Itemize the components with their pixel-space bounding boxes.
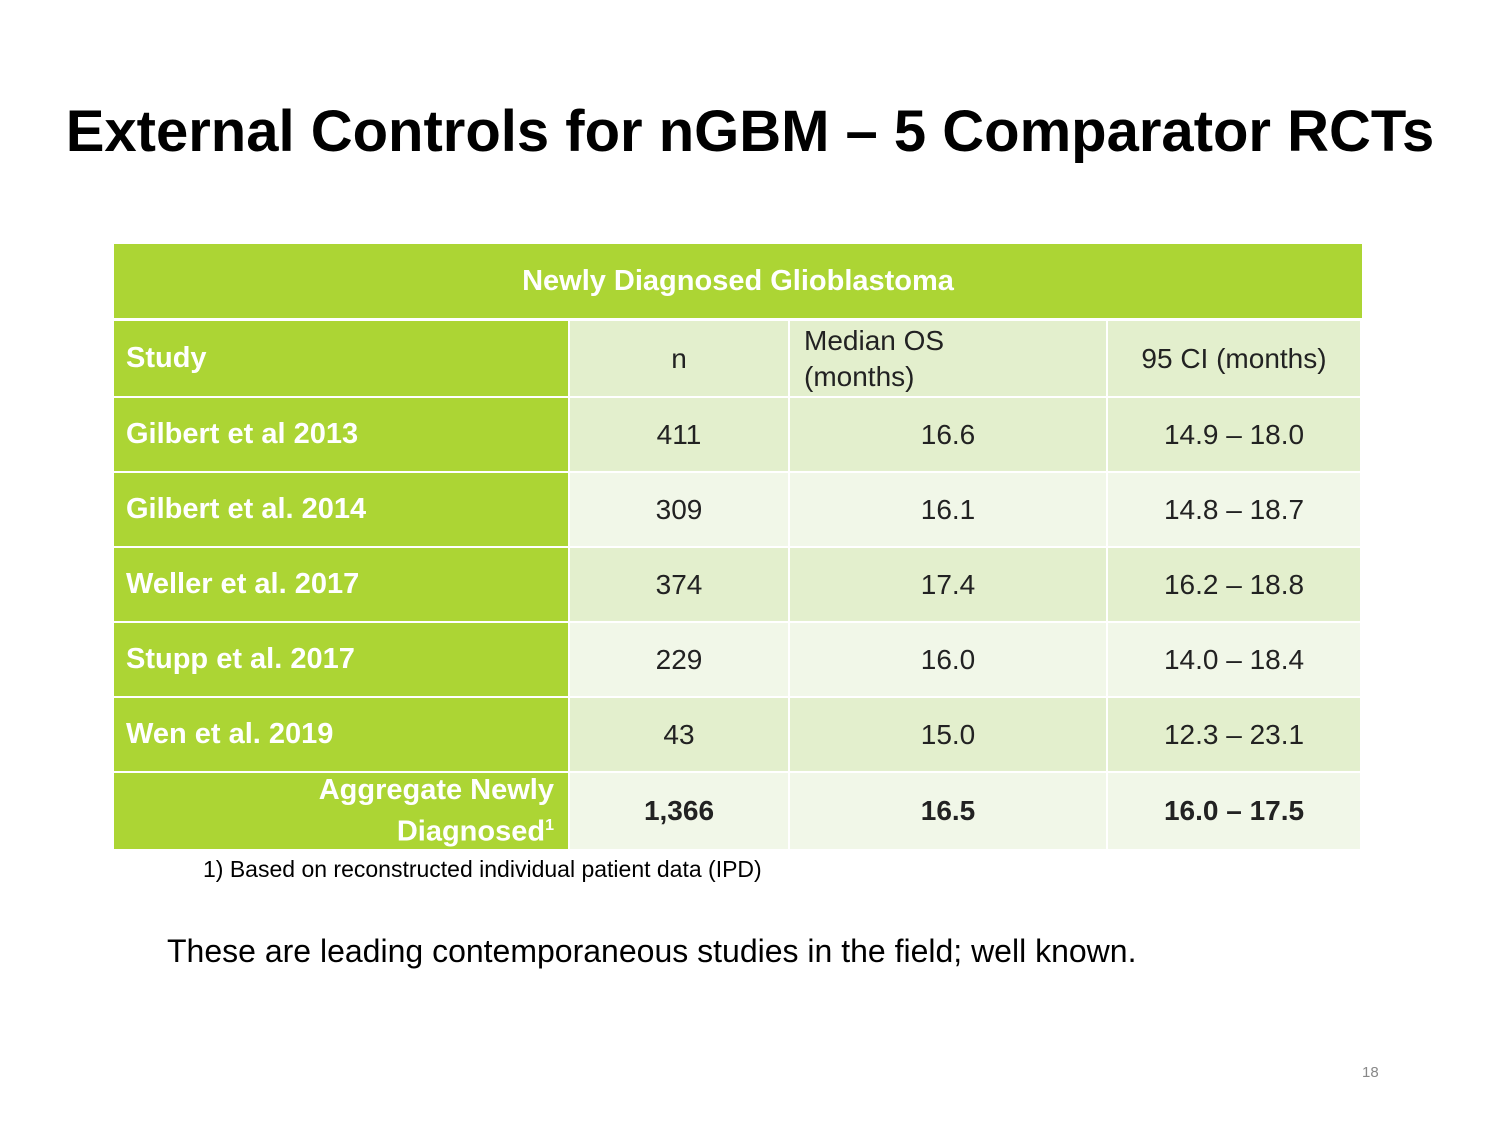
row-n: 309: [570, 473, 788, 546]
table-row: Wen et al. 2019 43 15.0 12.3 – 23.1: [114, 698, 1362, 771]
row-study: Stupp et al. 2017: [114, 623, 568, 696]
footnote: 1) Based on reconstructed individual pat…: [203, 856, 762, 882]
row-study: Weller et al. 2017: [114, 548, 568, 621]
aggregate-ci: 16.0 – 17.5: [1108, 773, 1360, 849]
row-median-os: 16.6: [790, 398, 1106, 471]
aggregate-label-line1: Aggregate Newly: [318, 774, 554, 807]
row-ci: 16.2 – 18.8: [1108, 548, 1360, 621]
row-n: 229: [570, 623, 788, 696]
aggregate-n: 1,366: [570, 773, 788, 849]
row-ci: 12.3 – 23.1: [1108, 698, 1360, 771]
row-median-os: 17.4: [790, 548, 1106, 621]
row-median-os: 15.0: [790, 698, 1106, 771]
row-study: Gilbert et al. 2014: [114, 473, 568, 546]
table-row: Gilbert et al 2013 411 16.6 14.9 – 18.0: [114, 398, 1362, 471]
table-row: Gilbert et al. 2014 309 16.1 14.8 – 18.7: [114, 473, 1362, 546]
row-n: 374: [570, 548, 788, 621]
header-ci: 95 CI (months): [1108, 321, 1360, 396]
aggregate-label-line2: Diagnosed: [396, 815, 546, 848]
slide-title: External Controls for nGBM – 5 Comparato…: [65, 99, 1435, 164]
aggregate-row: Aggregate Newly Diagnosed1 1,366 16.5 16.…: [114, 773, 1362, 849]
aggregate-median-os: 16.5: [790, 773, 1106, 849]
row-ci: 14.9 – 18.0: [1108, 398, 1360, 471]
header-median-os-line2: (months): [804, 360, 915, 392]
table-row: Stupp et al. 2017 229 16.0 14.0 – 18.4: [114, 623, 1362, 696]
footnote-marker: 1: [545, 817, 554, 835]
row-study: Gilbert et al 2013: [114, 398, 568, 471]
glioblastoma-table: Newly Diagnosed Glioblastoma Study n Med…: [114, 244, 1362, 849]
header-n: n: [570, 321, 788, 396]
row-study: Wen et al. 2019: [114, 698, 568, 771]
header-median-os: Median OS (months): [790, 321, 1106, 396]
row-ci: 14.8 – 18.7: [1108, 473, 1360, 546]
slide-body-text: These are leading contemporaneous studie…: [167, 933, 1137, 969]
header-median-os-line1: Median OS: [804, 324, 945, 356]
row-n: 43: [570, 698, 788, 771]
table-caption: Newly Diagnosed Glioblastoma: [114, 244, 1362, 318]
row-n: 411: [570, 398, 788, 471]
row-ci: 14.0 – 18.4: [1108, 623, 1360, 696]
aggregate-label: Aggregate Newly Diagnosed1: [114, 773, 568, 849]
table-row: Weller et al. 2017 374 17.4 16.2 – 18.8: [114, 548, 1362, 621]
table-header-row: Study n Median OS (months) 95 CI (months): [114, 321, 1362, 396]
row-median-os: 16.0: [790, 623, 1106, 696]
header-study: Study: [114, 321, 568, 396]
page-number: 18: [1362, 1064, 1379, 1081]
row-median-os: 16.1: [790, 473, 1106, 546]
